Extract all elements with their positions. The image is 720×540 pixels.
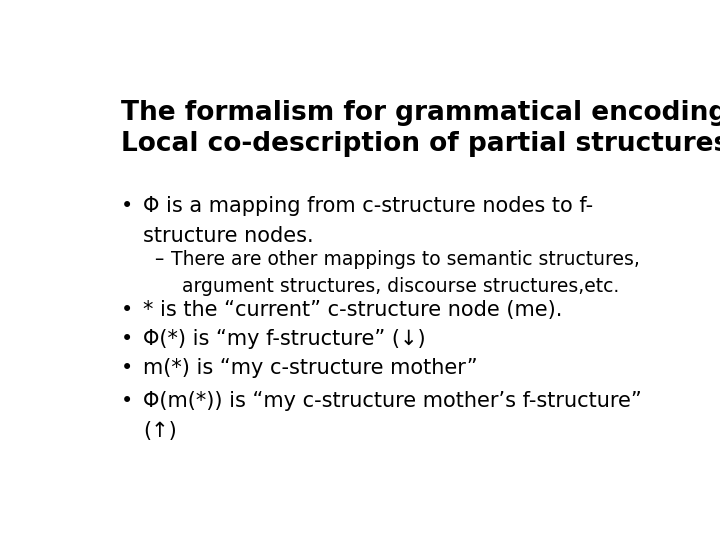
Text: There are other mappings to semantic structures,: There are other mappings to semantic str… xyxy=(171,250,640,269)
Text: structure nodes.: structure nodes. xyxy=(143,226,314,246)
Text: •: • xyxy=(121,329,133,349)
Text: argument structures, discourse structures,etc.: argument structures, discourse structure… xyxy=(182,277,619,296)
Text: •: • xyxy=(121,358,133,378)
Text: •: • xyxy=(121,196,133,216)
Text: Φ(*) is “my f-structure” (↓): Φ(*) is “my f-structure” (↓) xyxy=(143,329,426,349)
Text: m(*) is “my c-structure mother”: m(*) is “my c-structure mother” xyxy=(143,358,477,378)
Text: Φ(m(*)) is “my c-structure mother’s f-structure”: Φ(m(*)) is “my c-structure mother’s f-st… xyxy=(143,391,642,411)
Text: –: – xyxy=(154,250,163,269)
Text: •: • xyxy=(121,300,133,320)
Text: Local co-description of partial structures: Local co-description of partial structur… xyxy=(121,131,720,157)
Text: * is the “current” c-structure node (me).: * is the “current” c-structure node (me)… xyxy=(143,300,562,320)
Text: Φ is a mapping from c-structure nodes to f-: Φ is a mapping from c-structure nodes to… xyxy=(143,196,593,216)
Text: The formalism for grammatical encoding :: The formalism for grammatical encoding : xyxy=(121,100,720,126)
Text: (↑): (↑) xyxy=(143,421,177,441)
Text: •: • xyxy=(121,391,133,411)
